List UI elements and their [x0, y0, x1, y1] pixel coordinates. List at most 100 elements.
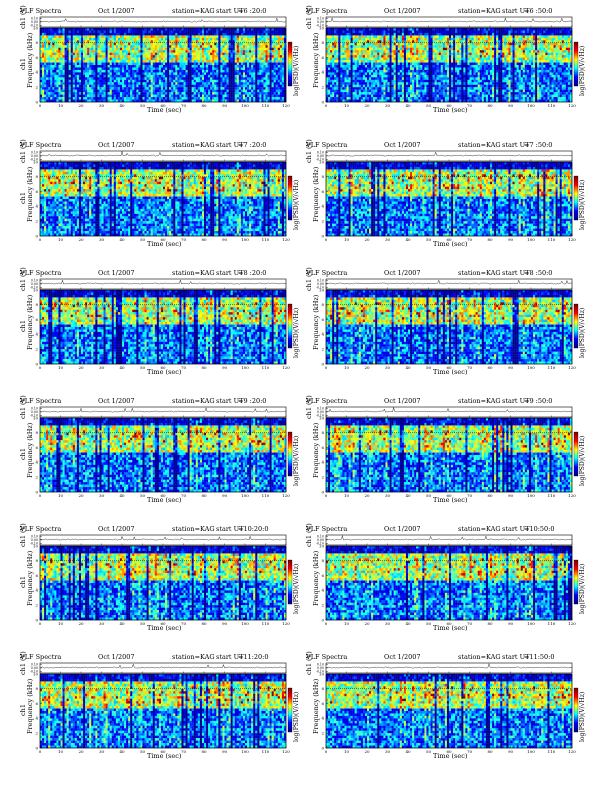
- colorbar-segment: [288, 43, 292, 45]
- time-tick-label: 30: [99, 237, 105, 242]
- time-tick-label: 0: [39, 103, 42, 108]
- frequency-tick-label: 6: [321, 55, 324, 60]
- frequency-tick-label: 2: [321, 85, 324, 90]
- time-tick-label: 70: [467, 749, 473, 754]
- colorbar-segment: [288, 57, 292, 59]
- colorbar-segment: [574, 719, 578, 721]
- colorbar-segment: [574, 55, 578, 57]
- colorbar-segment: [574, 717, 578, 719]
- spectrogram-cells: [326, 674, 573, 749]
- panel-station: station=KAG: [172, 141, 215, 149]
- panel-title: VLF Spectra Oct 1/2007 station=KAG start UT…: [20, 7, 290, 15]
- waveform-line: [39, 17, 287, 23]
- colorbar-segment: [288, 61, 292, 63]
- colorbar-segment: [574, 82, 578, 84]
- colorbar-segment: [288, 56, 292, 58]
- colorbar-segment: [288, 69, 292, 71]
- colorbar-frame: [287, 41, 293, 87]
- colorbar-segment: [288, 185, 292, 187]
- time-tick-label: 110: [262, 237, 270, 242]
- colorbar-segment: [288, 187, 292, 189]
- colorbar-segment: [574, 70, 578, 72]
- time-tick-label: 70: [181, 237, 187, 242]
- frequency-tick-label: 4: [321, 716, 324, 721]
- time-tick-label: 110: [262, 103, 270, 108]
- colorbar-segment: [574, 695, 578, 697]
- colorbar-segment: [574, 715, 578, 717]
- colorbar-segment: [574, 67, 578, 69]
- colorbar-segment: [574, 711, 578, 713]
- colorbar-segment: [574, 701, 578, 703]
- waveform-ytick-label: 0.00: [31, 154, 38, 158]
- time-tick-label: 30: [385, 103, 391, 108]
- time-tick-label: 80: [201, 237, 207, 242]
- spectrogram-cells: [326, 28, 573, 103]
- colorbar-segment: [288, 72, 292, 74]
- colorbar-segment: [288, 79, 292, 81]
- colorbar-segment: [288, 188, 292, 190]
- colorbar-segment: [288, 186, 292, 188]
- colorbar-segment: [574, 706, 578, 708]
- colorbar-segment: [288, 71, 292, 73]
- time-tick-label: 70: [181, 103, 187, 108]
- colorbar-segment: [574, 693, 578, 695]
- colorbar-segment: [288, 180, 292, 182]
- colorbar-segment: [288, 58, 292, 60]
- colorbar-segment: [574, 63, 578, 65]
- colorbar-segment: [574, 79, 578, 81]
- colorbar-segment: [574, 68, 578, 70]
- frequency-tick-label: 10: [319, 25, 325, 30]
- frequency-tick-label: 0: [35, 99, 38, 104]
- colorbar-segment: [574, 60, 578, 62]
- colorbar-label: log(PSD)(V/√Hz): [579, 692, 586, 742]
- frequency-tick-label: 0: [35, 233, 38, 238]
- frequency-tick-label: 6: [321, 701, 324, 706]
- colorbar-segment: [288, 84, 292, 86]
- frequency-tick-label: 6: [35, 189, 38, 194]
- frequency-tick-label: 2: [35, 85, 38, 90]
- time-tick-label: 60: [160, 103, 166, 108]
- time-tick-label: 60: [160, 237, 166, 242]
- colorbar-segment: [288, 181, 292, 183]
- time-tick-label: 100: [241, 237, 249, 242]
- colorbar-segment: [574, 69, 578, 71]
- time-tick-label: 20: [364, 749, 370, 754]
- colorbar-segment: [288, 189, 292, 191]
- colorbar-segment: [288, 178, 292, 180]
- colorbar-segment: [574, 56, 578, 58]
- panel-title: VLF Spectra: [306, 7, 347, 15]
- colorbar-segment: [574, 714, 578, 716]
- time-tick-label: 0: [325, 103, 328, 108]
- time-tick-label: 80: [487, 103, 493, 108]
- colorbar-segment: [574, 696, 578, 698]
- panel-title: VLF Spectra: [20, 141, 61, 149]
- time-tick-label: 90: [222, 237, 228, 242]
- colorbar-segment: [574, 66, 578, 68]
- colorbar-segment: [574, 44, 578, 46]
- time-tick-label: 30: [385, 749, 391, 754]
- colorbar-segment: [574, 727, 578, 729]
- time-tick-label: 90: [508, 749, 514, 754]
- colorbar-segment: [574, 64, 578, 66]
- colorbar-segment: [574, 45, 578, 47]
- colorbar-segment: [288, 191, 292, 193]
- time-tick-label: 50: [140, 103, 146, 108]
- frequency-tick-label: 10: [33, 159, 39, 164]
- time-tick-label: 120: [568, 749, 576, 754]
- colorbar-segment: [288, 83, 292, 85]
- frequency-tick-label: 2: [35, 219, 38, 224]
- waveform-line: [325, 17, 573, 23]
- time-tick-label: 10: [344, 749, 350, 754]
- time-tick-label: 0: [39, 237, 42, 242]
- time-tick-label: 40: [405, 749, 411, 754]
- frequency-tick-label: 4: [35, 70, 38, 75]
- waveform-ytick-label: -0.10: [30, 23, 38, 27]
- colorbar-segment: [574, 704, 578, 706]
- colorbar-segment: [574, 723, 578, 725]
- frequency-tick-label: 8: [35, 174, 38, 179]
- colorbar-segment: [574, 703, 578, 705]
- colorbar-segment: [288, 49, 292, 51]
- colorbar-segment: [574, 699, 578, 701]
